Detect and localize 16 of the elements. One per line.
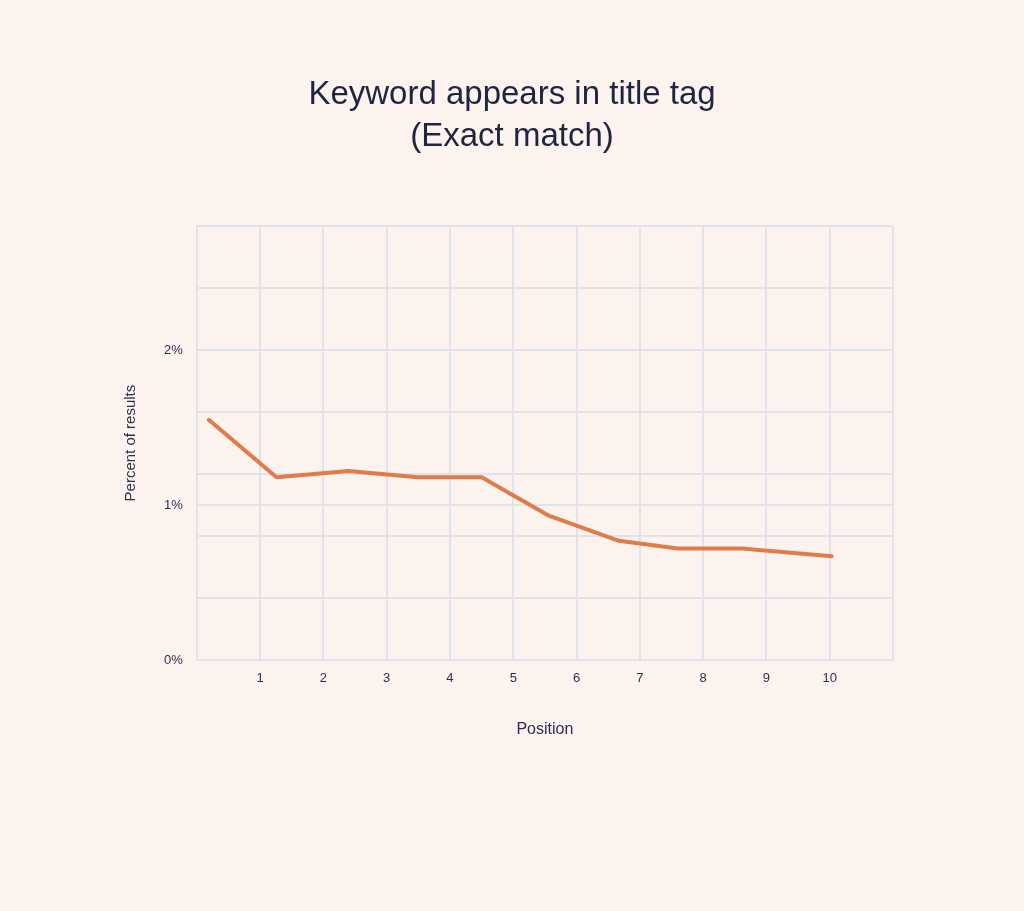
x-tick-label: 7 (636, 669, 644, 685)
y-tick-label: 2% (163, 341, 184, 357)
y-axis-title: Percent of results (121, 384, 139, 502)
x-tick-label: 1 (256, 669, 264, 685)
x-tick-label: 8 (699, 669, 707, 685)
x-tick-label: 4 (446, 669, 454, 685)
x-tick-label: 6 (572, 669, 581, 685)
x-tick-label: 2 (319, 669, 327, 685)
x-tick-label: 9 (762, 669, 771, 685)
y-tick-label: 0% (163, 651, 184, 667)
y-tick-label: 1% (163, 496, 184, 512)
x-tick-label: 3 (383, 669, 391, 685)
chart-title: Keyword appears in title tag (Exact match) (307, 73, 717, 155)
x-tick-label: 10 (822, 669, 837, 685)
x-axis-title: Position (516, 719, 574, 737)
x-tick-label: 5 (509, 669, 517, 685)
